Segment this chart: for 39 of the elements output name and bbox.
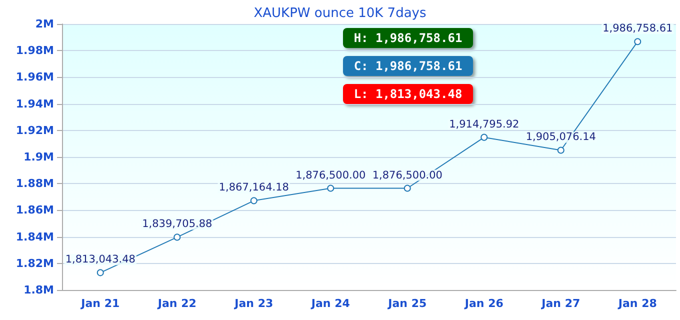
y-tick-label: 1.84M: [16, 230, 54, 244]
x-tick-label: Jan 25: [387, 297, 427, 310]
y-tick-label: 1.96M: [16, 70, 54, 84]
x-tick-label: Jan 27: [540, 297, 580, 310]
point: [404, 184, 411, 192]
point: [480, 134, 488, 141]
annotation: C: 1,986,758.61: [354, 59, 462, 73]
y-tick-label: 1.86M: [16, 204, 54, 217]
x-tick-label: Jan 24: [310, 297, 350, 310]
x-tick-label: Jan 23: [234, 297, 274, 310]
y-tick-label: 1.8M: [24, 284, 54, 296]
data-label: 1,876,500.00: [372, 169, 442, 182]
data-label: 1,876,500.00: [296, 169, 366, 182]
point: [250, 197, 258, 204]
y-tick-label: 1.92M: [16, 124, 54, 137]
point: [174, 234, 181, 241]
y-tick-label: 2M: [35, 18, 54, 30]
data-label: 1,914,795.92: [449, 118, 520, 130]
y-tick-label: 1.82M: [16, 256, 54, 270]
chart-title: XAUKPW ounce 10K 7days: [254, 6, 426, 21]
point: [634, 38, 642, 46]
data-label: 1,839,705.88: [142, 218, 212, 230]
y-tick-label: 1.98M: [16, 44, 54, 58]
data-label: 1,813,043.48: [65, 254, 136, 266]
data-label: 1,905,076.14: [526, 131, 596, 144]
data-label: 1,986,758.61: [602, 22, 673, 35]
y-tick-label: 1.9M: [24, 150, 54, 164]
annotation: H: 1,986,758.61: [354, 31, 462, 45]
y-tick-label: 1.88M: [16, 177, 54, 190]
data-label: 1,867,164.18: [218, 182, 289, 194]
x-tick-label: Jan 21: [80, 297, 120, 310]
point: [327, 184, 334, 192]
point: [557, 146, 564, 154]
y-tick-label: 1.94M: [16, 97, 54, 110]
point: [96, 269, 104, 276]
x-tick-label: Jan 28: [617, 297, 657, 310]
x-tick-label: Jan 26: [464, 297, 504, 310]
annotation: L: 1,813,043.48: [354, 87, 462, 101]
x-tick-label: Jan 22: [156, 297, 196, 310]
